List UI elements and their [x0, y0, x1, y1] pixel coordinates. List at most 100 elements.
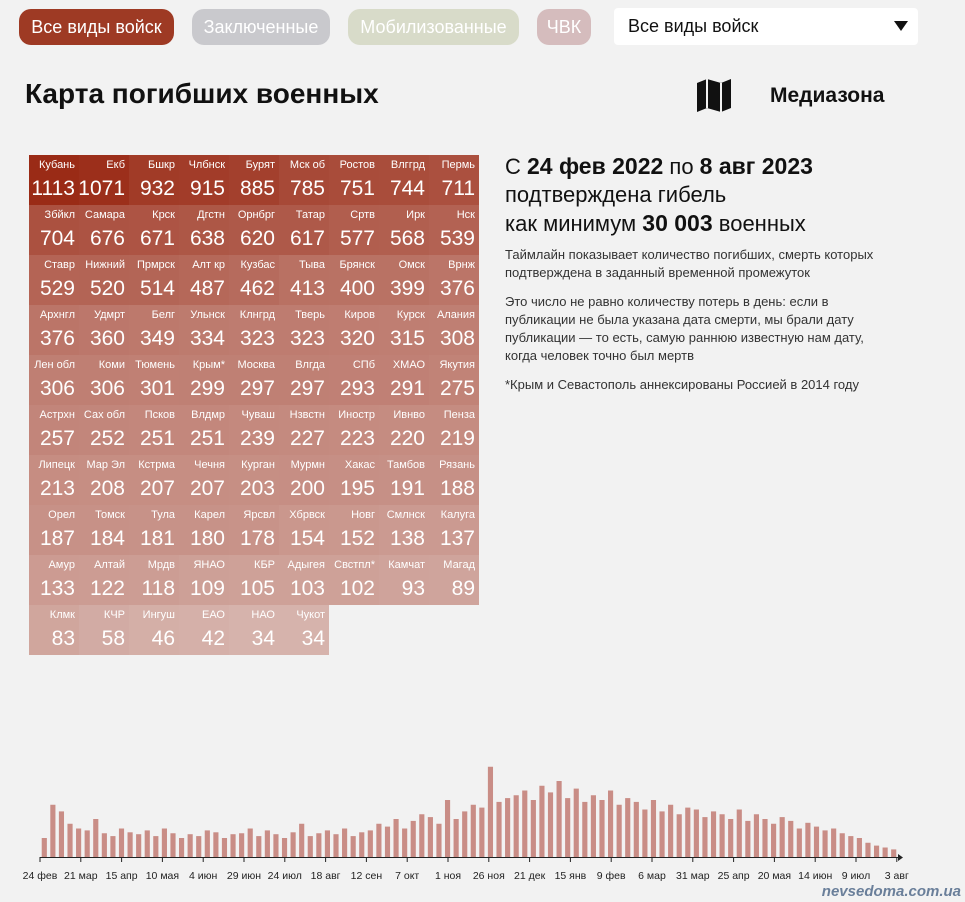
- tile-value: 34: [252, 627, 276, 650]
- tile-value: 181: [140, 527, 175, 550]
- x-tick-label: 24 фев: [23, 870, 58, 882]
- tile-label: Томск: [95, 509, 125, 521]
- timeline-bar: [316, 833, 322, 857]
- tile-value: 617: [290, 227, 325, 250]
- tile: [379, 205, 429, 255]
- tile: [179, 255, 229, 305]
- tile: [179, 505, 229, 555]
- timeline-bar: [719, 814, 725, 857]
- x-tick-label: 25 апр: [718, 870, 750, 882]
- timeline-bar: [779, 817, 785, 857]
- dropdown[interactable]: Все виды войск: [614, 8, 918, 45]
- tile-value: 122: [90, 577, 125, 600]
- tile: [379, 255, 429, 305]
- tile-value: 620: [240, 227, 275, 250]
- x-tick-label: 21 дек: [514, 870, 546, 882]
- tile-value: 195: [340, 477, 375, 500]
- tile: [29, 605, 79, 655]
- tile: [329, 555, 379, 605]
- tile-value: 188: [440, 477, 475, 500]
- timeline-bar: [170, 833, 176, 857]
- tile-value: 191: [390, 477, 425, 500]
- timeline-bar: [745, 820, 751, 857]
- timeline-bar: [496, 801, 502, 857]
- tile: [179, 155, 229, 205]
- tile-value: 109: [190, 577, 225, 600]
- timeline-bar: [410, 820, 416, 857]
- timeline-bar: [76, 828, 82, 857]
- timeline-bar: [513, 795, 519, 857]
- tile: [379, 355, 429, 405]
- filter-button[interactable]: Заключенные: [192, 9, 330, 45]
- tile: [329, 155, 379, 205]
- timeline-bar: [393, 819, 399, 857]
- tile-label: КБР: [254, 559, 275, 571]
- tile-value: 200: [290, 477, 325, 500]
- timeline-bar: [256, 836, 262, 857]
- tile: [129, 305, 179, 355]
- tile-label: Тула: [151, 509, 176, 521]
- tile-value: 46: [152, 627, 175, 650]
- tile-value: 413: [290, 277, 325, 300]
- tile: [229, 355, 279, 405]
- tile: [379, 305, 429, 355]
- tile-label: Тюмень: [135, 359, 175, 371]
- tile-value: 1071: [78, 177, 125, 200]
- tile-value: 671: [140, 227, 175, 250]
- tile-value: 138: [390, 527, 425, 550]
- tile-label: Члбнск: [189, 159, 226, 171]
- tile-label: Татар: [296, 209, 325, 221]
- tile-value: 34: [302, 627, 326, 650]
- tile-value: 487: [190, 277, 225, 300]
- filter-button[interactable]: ЧВК: [537, 9, 591, 45]
- filter-button[interactable]: Мобилизованные: [348, 9, 519, 45]
- timeline-bar: [273, 834, 279, 857]
- tile-value: 93: [402, 577, 425, 600]
- tile: [129, 355, 179, 405]
- tile-label: ЯНАО: [193, 559, 225, 571]
- timeline-bar: [891, 849, 897, 857]
- tile-value: 102: [340, 577, 375, 600]
- tile-value: 315: [390, 327, 425, 350]
- tile-label: Тыва: [299, 259, 326, 271]
- x-tick-label: 10 мая: [146, 870, 179, 882]
- tile-value: 306: [40, 377, 75, 400]
- tile: [129, 405, 179, 455]
- tile-label: Псков: [145, 409, 175, 421]
- tile-value: 785: [290, 177, 325, 200]
- tile-label: Пермь: [442, 159, 476, 171]
- timeline-bar: [376, 823, 382, 857]
- x-tick-label: 21 мар: [64, 870, 98, 882]
- tile: [179, 605, 229, 655]
- tile-value: 220: [390, 427, 425, 450]
- tile-value: 213: [40, 477, 75, 500]
- dropdown-value: Все виды войск: [628, 16, 759, 36]
- filter-button[interactable]: Все виды войск: [19, 9, 174, 45]
- tile-label: Прмрск: [137, 259, 175, 271]
- tile-label: Нижний: [85, 259, 125, 271]
- tile: [29, 455, 79, 505]
- tile-value: 885: [240, 177, 275, 200]
- timeline-bar: [831, 828, 837, 857]
- tile-label: Магад: [443, 559, 475, 571]
- timeline-bar: [178, 838, 185, 857]
- tile: [429, 355, 479, 405]
- timeline-bar: [299, 823, 305, 857]
- tile-value: 207: [140, 477, 175, 500]
- tile-label: Влггрд: [391, 159, 426, 171]
- x-tick-label: 14 июн: [798, 870, 832, 882]
- tile-value: 308: [440, 327, 475, 350]
- timeline-bar: [607, 790, 614, 857]
- tile-label: Ростов: [340, 159, 376, 171]
- map-icon[interactable]: [697, 79, 731, 112]
- tile-value: 323: [290, 327, 325, 350]
- tile: [129, 155, 179, 205]
- timeline-bar: [324, 830, 331, 857]
- tile-value: 154: [290, 527, 325, 550]
- timeline-bar: [848, 836, 854, 857]
- tile-label: Рязань: [439, 459, 475, 471]
- tile-value: 323: [240, 327, 275, 350]
- tile: [279, 605, 329, 655]
- timeline-bar: [582, 801, 588, 857]
- tile: [29, 405, 79, 455]
